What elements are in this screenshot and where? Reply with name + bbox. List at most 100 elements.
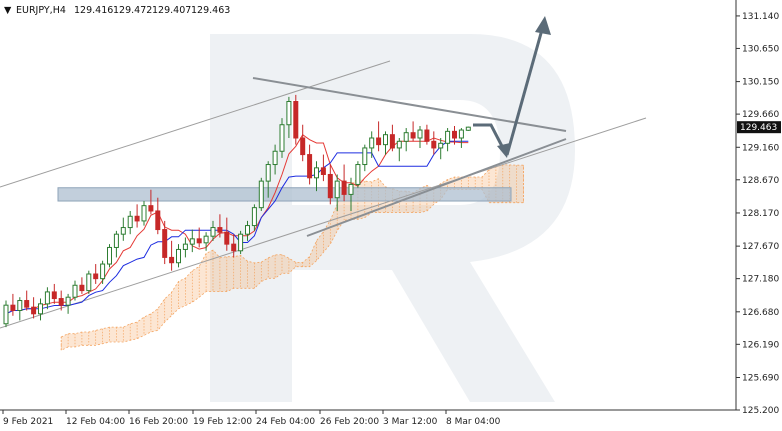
- candle-body: [31, 306, 37, 315]
- candle-body: [355, 164, 361, 185]
- candle-body: [452, 130, 457, 139]
- candle-body: [334, 180, 340, 199]
- header-low: 129.407: [152, 5, 191, 16]
- candle-body: [286, 101, 292, 126]
- candle-body: [279, 124, 285, 152]
- header-close: 129.463: [191, 5, 230, 16]
- candle-body: [148, 205, 154, 212]
- candle-body: [348, 183, 354, 195]
- candle-body: [51, 291, 57, 300]
- candle-body: [389, 134, 395, 149]
- candle-body: [189, 238, 195, 245]
- channel-lower-line: [0, 117, 647, 329]
- candle-body: [127, 215, 133, 229]
- y-tick-label: 126.190: [742, 340, 779, 350]
- candle-body: [65, 296, 71, 306]
- candle-body: [341, 180, 347, 195]
- candle-body: [307, 154, 313, 179]
- candle-body: [238, 233, 244, 252]
- candle-body: [203, 235, 209, 244]
- candle-body: [141, 205, 147, 222]
- y-tick-label: 125.690: [742, 373, 779, 383]
- candle-body: [251, 207, 257, 227]
- candle-body: [465, 126, 471, 131]
- x-tick-label: 9 Feb 2021: [3, 417, 53, 427]
- forecast-arrowhead-up: [535, 16, 551, 35]
- candle-body: [431, 140, 437, 149]
- x-tick-label: 16 Feb 20:00: [129, 417, 188, 427]
- x-tick-label: 19 Feb 12:00: [193, 417, 252, 427]
- header-marker-icon: ▼: [4, 5, 12, 16]
- candle-body: [403, 132, 409, 142]
- cloud-area: [60, 164, 524, 351]
- watermark-logo: [210, 34, 575, 402]
- candle-body: [424, 129, 430, 142]
- candle-body: [38, 303, 43, 315]
- y-tick-label: 129.660: [742, 110, 779, 120]
- candle-body: [245, 225, 250, 235]
- candle-body: [17, 300, 23, 311]
- candle-body: [383, 134, 388, 146]
- candle-body: [79, 284, 85, 292]
- y-tick-label: 127.180: [742, 275, 779, 285]
- ichimoku-cloud: [60, 164, 524, 351]
- candle-body: [44, 291, 50, 305]
- candle-body: [362, 147, 368, 166]
- x-tick-label: 26 Feb 20:00: [320, 417, 379, 427]
- x-tick-label: 24 Feb 04:00: [256, 417, 315, 427]
- candle-body: [107, 246, 112, 265]
- current-price-box: [737, 121, 781, 134]
- candle-body: [155, 210, 161, 231]
- forecast-arrows: [473, 16, 551, 158]
- x-tick-label: 8 Mar 04:00: [446, 417, 501, 427]
- y-tick-label: 130.650: [742, 44, 779, 54]
- candle-body: [72, 284, 78, 298]
- candle-body: [327, 173, 333, 199]
- triangle-upper-line: [252, 77, 567, 132]
- forecast-arrow-up: [505, 25, 545, 156]
- candle-body: [417, 129, 423, 139]
- y-tick-label: 129.160: [742, 143, 779, 153]
- candle-body: [58, 298, 64, 306]
- candle-body: [93, 273, 99, 280]
- watermark-shape: [210, 34, 575, 402]
- candle-body: [231, 243, 237, 252]
- trend-lines: [0, 60, 647, 329]
- candle-body: [24, 300, 30, 308]
- candle-body: [113, 233, 119, 248]
- candle-body: [410, 132, 416, 139]
- candle-body: [176, 248, 181, 264]
- candle-body: [258, 180, 264, 209]
- candle-body: [120, 227, 126, 235]
- x-tick-label: 12 Feb 04:00: [66, 417, 125, 427]
- candle-body: [396, 140, 402, 149]
- candle-body: [182, 243, 188, 250]
- y-tick-label: 125.200: [742, 406, 779, 416]
- candles: [3, 94, 471, 328]
- y-tick-label: 128.170: [742, 209, 779, 219]
- candle-body: [134, 215, 140, 222]
- candle-body: [86, 273, 92, 292]
- candle-body: [320, 167, 326, 175]
- current-price-label: 129.463: [740, 123, 777, 133]
- candle-body: [445, 130, 451, 144]
- y-tick-label: 126.680: [742, 308, 779, 318]
- candle-body: [224, 231, 230, 245]
- candle-body: [376, 137, 382, 146]
- y-tick-label: 128.670: [742, 176, 779, 186]
- candle-body: [162, 229, 168, 258]
- forecast-arrow-down: [473, 123, 507, 153]
- header-symbol: EURJPY,H4: [16, 5, 66, 16]
- candle-body: [169, 256, 175, 264]
- candle-body: [293, 101, 299, 139]
- candle-body: [369, 137, 375, 149]
- candle-body: [196, 238, 202, 244]
- candle-body: [300, 137, 306, 156]
- kijun-sen-line: [5, 140, 469, 315]
- x-tick-label: 3 Mar 12:00: [383, 417, 438, 427]
- candle-body: [3, 304, 9, 325]
- chart-header: ▼ EURJPY,H4 129.416 129.472 129.407 129.…: [4, 5, 230, 16]
- candle-body: [458, 129, 464, 139]
